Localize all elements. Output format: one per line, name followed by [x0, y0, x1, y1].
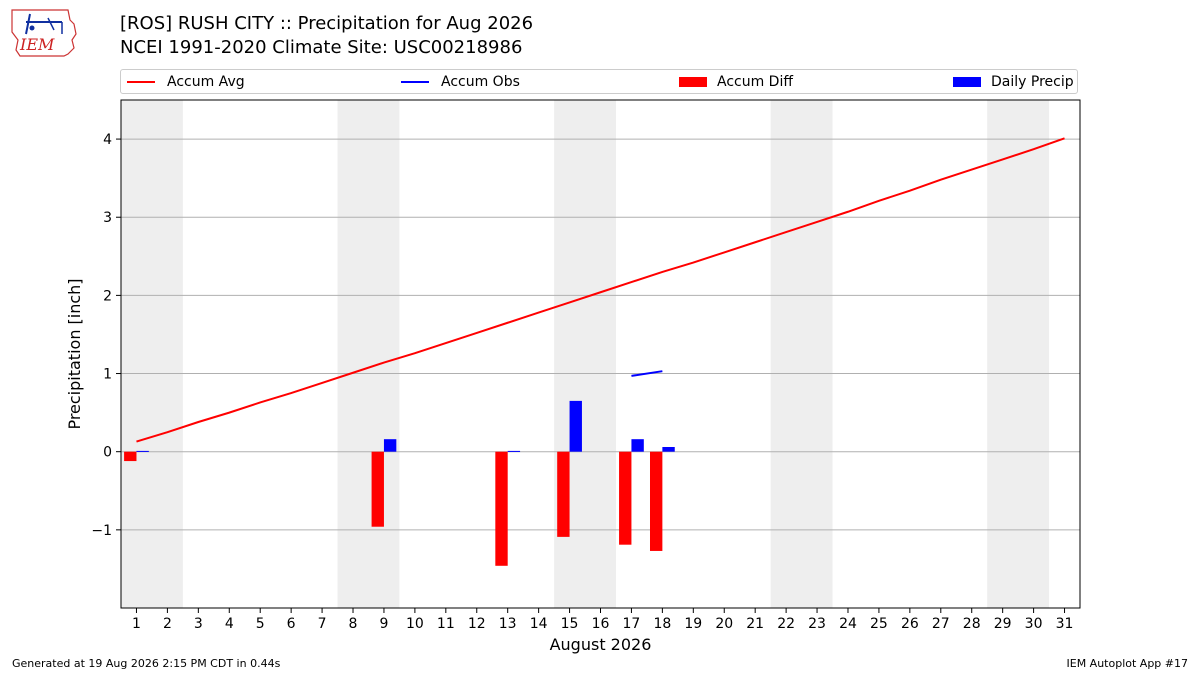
x-tick-label: 31 — [1056, 616, 1074, 632]
x-tick-label: 17 — [623, 616, 641, 632]
x-axis-label: August 2026 — [550, 635, 652, 654]
x-tick-label: 23 — [808, 616, 826, 632]
accum-diff-bar-18 — [649, 451, 663, 551]
x-tick-label: 29 — [994, 616, 1012, 632]
x-tick-label: 15 — [561, 616, 579, 632]
accum-obs-line — [631, 370, 663, 377]
legend-item-accum-avg: Accum Avg — [127, 70, 245, 94]
x-tick-label: 8 — [349, 616, 358, 632]
x-tick-label: 5 — [256, 616, 265, 632]
x-tick-label: 22 — [777, 616, 795, 632]
logo-text: IEM — [19, 35, 55, 54]
x-tick-label: 27 — [932, 616, 950, 632]
weekend-band-1 — [337, 100, 400, 608]
y-tick-label: 2 — [103, 288, 112, 304]
legend-item-daily-precip: Daily Precip — [953, 70, 1074, 94]
y-axis-label: Precipitation [inch] — [65, 278, 84, 429]
y-tick-label: 3 — [103, 210, 112, 226]
legend-label-accum-diff: Accum Diff — [717, 74, 794, 90]
x-tick-label: 14 — [530, 616, 548, 632]
accum-diff-bar-15 — [557, 451, 570, 537]
legend-swatch-daily-precip — [953, 77, 981, 87]
legend-label-accum-obs: Accum Obs — [441, 74, 520, 90]
x-tick-label: 20 — [715, 616, 733, 632]
x-tick-label: 13 — [499, 616, 517, 632]
x-tick-label: 25 — [870, 616, 888, 632]
legend-swatch-accum-diff — [679, 77, 707, 87]
accum-diff-bar-9 — [371, 451, 384, 527]
x-tick-label: 28 — [963, 616, 981, 632]
legend-item-accum-obs: Accum Obs — [401, 70, 520, 94]
x-tick-label: 21 — [746, 616, 764, 632]
x-tick-label: 6 — [287, 616, 296, 632]
y-tick-label: 1 — [103, 367, 112, 383]
daily-precip-bar-18 — [662, 447, 675, 452]
accum-avg-line — [136, 137, 1065, 443]
y-tick-label: −1 — [91, 523, 112, 539]
iem-logo: IEM — [11, 9, 77, 57]
x-tick-label: 7 — [318, 616, 327, 632]
footer-generated: Generated at 19 Aug 2026 2:15 PM CDT in … — [12, 657, 281, 670]
accum-diff-bar-13 — [495, 451, 508, 566]
x-tick-label: 18 — [653, 616, 671, 632]
x-tick-label: 11 — [437, 616, 455, 632]
chart-title: [ROS] RUSH CITY :: Precipitation for Aug… — [120, 13, 534, 34]
daily-precip-bar-15 — [569, 400, 582, 452]
legend-swatch-accum-avg — [127, 81, 155, 83]
chart-subtitle: NCEI 1991-2020 Climate Site: USC00218986 — [120, 37, 523, 58]
footer-app: IEM Autoplot App #17 — [1066, 657, 1189, 670]
legend-swatch-accum-obs — [401, 81, 429, 83]
x-tick-label: 4 — [225, 616, 234, 632]
weekend-band-3 — [770, 100, 833, 608]
accum-diff-bar-1 — [124, 451, 137, 462]
x-tick-label: 3 — [194, 616, 203, 632]
daily-precip-bar-13 — [507, 450, 521, 452]
y-tick-label: 4 — [103, 132, 112, 148]
daily-precip-bar-17 — [631, 439, 644, 452]
y-tick-label: 0 — [103, 445, 112, 461]
x-tick-label: 26 — [901, 616, 919, 632]
x-tick-label: 12 — [468, 616, 486, 632]
weekend-band-0 — [121, 100, 183, 608]
accum-diff-bar-17 — [619, 451, 632, 545]
x-tick-label: 10 — [406, 616, 424, 632]
x-tick-label: 9 — [379, 616, 388, 632]
daily-precip-bar-1 — [136, 450, 149, 452]
x-tick-label: 16 — [592, 616, 610, 632]
legend: Accum Avg Accum Obs Accum Diff Daily Pre… — [120, 69, 1078, 94]
x-tick-label: 24 — [839, 616, 857, 632]
x-tick-label: 19 — [684, 616, 702, 632]
x-tick-label: 1 — [132, 616, 141, 632]
daily-precip-bar-9 — [383, 439, 397, 452]
legend-label-daily-precip: Daily Precip — [991, 74, 1074, 90]
legend-item-accum-diff: Accum Diff — [679, 70, 793, 94]
x-tick-label: 30 — [1025, 616, 1043, 632]
x-tick-label: 2 — [163, 616, 172, 632]
weekend-band-4 — [987, 100, 1050, 608]
legend-label-accum-avg: Accum Avg — [167, 74, 245, 90]
